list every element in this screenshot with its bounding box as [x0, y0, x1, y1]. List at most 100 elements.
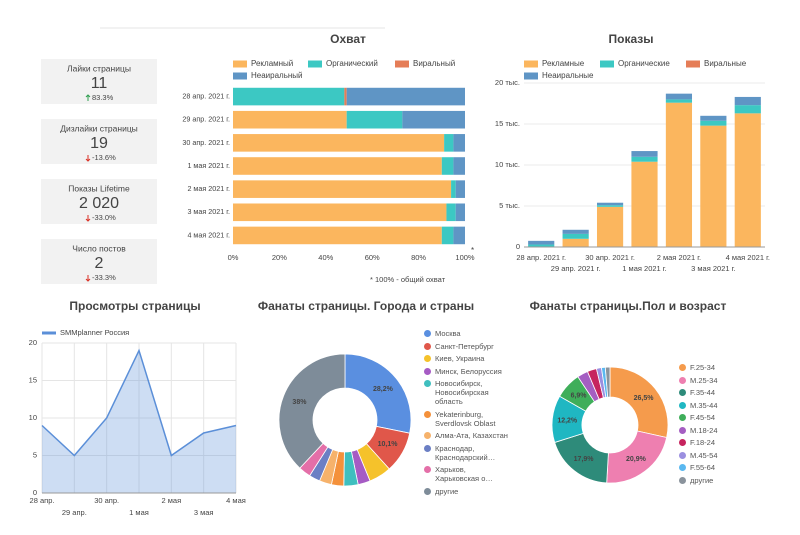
- legend-label: M.35-44: [690, 400, 718, 410]
- legend-label: Москва: [435, 329, 461, 338]
- x-tick-label: 0%: [228, 253, 239, 262]
- legend-swatch: [424, 380, 431, 387]
- trend-arrow: [85, 94, 91, 101]
- legend-swatch: [679, 439, 686, 446]
- bar-segment: [631, 156, 658, 162]
- bar-segment: [700, 115, 727, 121]
- x-tick-label: 80%: [411, 253, 426, 262]
- kpi-card: [41, 179, 157, 224]
- kpi-delta: -13.6%: [92, 153, 116, 162]
- kpi-title: Показы Lifetime: [68, 183, 130, 193]
- legend-item: другие: [679, 476, 749, 485]
- legend-label: SMMplanner Россия: [60, 328, 129, 337]
- trend-arrow: [85, 215, 91, 222]
- chart-title: Фанаты страницы.Пол и возраст: [530, 299, 727, 313]
- legend-swatch: [233, 72, 247, 80]
- bar-segment: [346, 110, 403, 129]
- legend-swatch: [424, 330, 431, 337]
- bar-segment: [446, 203, 456, 222]
- legend-swatch: [308, 60, 322, 68]
- legend-label: M.45-54: [690, 450, 718, 460]
- legend: Москва Санкт-Петербург Киев, Украина Минск,…: [424, 329, 508, 499]
- legend-swatch: [679, 414, 686, 421]
- bar-segment: [233, 110, 347, 129]
- legend-label: Алма-Ата, Казахстан: [435, 431, 508, 440]
- legend-item: Харьков, Харьковская о…: [424, 465, 508, 483]
- legend-item: F.18-24: [679, 438, 749, 447]
- legend-label: Неаиральные: [542, 71, 594, 80]
- legend-label: Новосибирск, Новосибирская область: [435, 379, 489, 406]
- bar-segment: [734, 96, 761, 106]
- pie-slice: [344, 353, 412, 434]
- legend-label: Рекламные: [542, 59, 585, 68]
- legend-label: другие: [690, 475, 714, 485]
- bar-segment: [441, 157, 454, 175]
- bar-segment: [562, 238, 589, 247]
- kpi-delta: 83.3%: [92, 93, 114, 102]
- x-tick-label: 2 мая: [162, 496, 182, 505]
- bar-segment: [233, 157, 442, 175]
- legend-swatch: [679, 426, 686, 434]
- legend-item: F.45-54: [679, 413, 749, 422]
- legend-label: M.25-34: [690, 375, 718, 385]
- legend-swatch: [424, 432, 431, 439]
- bar-segment: [346, 87, 465, 106]
- legend-swatch: [424, 367, 431, 375]
- bar-segment: [700, 120, 727, 126]
- legend-swatch: [679, 476, 686, 484]
- kpi-card: [41, 119, 157, 164]
- x-tick-label: 20%: [272, 253, 287, 262]
- legend-label: Виральный: [413, 59, 455, 68]
- legend-swatch: [679, 376, 686, 384]
- bar-segment: [233, 203, 447, 222]
- kpi-value: 2: [95, 255, 104, 272]
- y-tick-label: 20 тыс.: [495, 78, 520, 87]
- bar-segment: [631, 161, 658, 247]
- bar-segment: [734, 105, 761, 114]
- bar-segment: [528, 244, 555, 247]
- legend-item: M.35-44: [679, 401, 749, 410]
- x-tick-label: 29 апр. 2021 г.: [551, 264, 601, 273]
- y-tick-label: 10: [29, 413, 37, 422]
- bar-segment: [455, 180, 465, 198]
- legend-swatch: [679, 401, 686, 409]
- bar-segment: [596, 202, 624, 206]
- bar-segment: [453, 157, 465, 175]
- kpi-title: Лайки страницы: [67, 63, 131, 73]
- x-tick-label: 1 мая: [129, 508, 149, 517]
- legend-item: Киев, Украина: [424, 354, 508, 363]
- legend-label: F.25-34: [690, 363, 716, 372]
- legend-label: F.18-24: [690, 438, 716, 447]
- legend-swatch: [233, 60, 247, 68]
- data-label: 6,9%: [571, 393, 588, 400]
- bar-segment: [562, 233, 589, 239]
- bar-segment: [451, 180, 456, 198]
- kpi-value: 11: [91, 75, 108, 92]
- y-tick-label: 3 мая 2021 г.: [187, 207, 230, 216]
- x-tick-label: 2 мая 2021 г.: [657, 253, 701, 262]
- legend-swatch: [424, 355, 431, 362]
- legend-swatch: [424, 410, 431, 418]
- bar-segment: [453, 226, 465, 245]
- data-label: 10,1%: [378, 441, 399, 448]
- bar-segment: [665, 99, 693, 103]
- x-tick-label: 29 апр.: [62, 508, 87, 517]
- y-tick-label: 15 тыс.: [495, 119, 520, 128]
- legend-label: Рекламный: [251, 59, 293, 68]
- data-label: 38%: [292, 399, 307, 406]
- footnote: * 100% - общий охват: [370, 275, 446, 284]
- kpi-title: Число постов: [72, 243, 126, 253]
- legend-label: другие: [435, 486, 459, 496]
- data-label: 26,5%: [634, 395, 655, 402]
- y-tick-label: 30 апр. 2021 г.: [182, 138, 230, 147]
- y-tick-label: 20: [29, 338, 37, 347]
- bar-segment: [233, 87, 345, 106]
- legend-label: Виральные: [704, 59, 747, 68]
- legend-swatch: [424, 444, 431, 452]
- y-tick-label: 0: [33, 488, 37, 497]
- legend-swatch: [424, 342, 431, 350]
- y-tick-label: 5 тыс.: [499, 201, 520, 210]
- legend-label: Санкт-Петербург: [435, 341, 494, 351]
- y-tick-label: 2 мая 2021 г.: [187, 184, 230, 193]
- legend-swatch: [679, 464, 686, 471]
